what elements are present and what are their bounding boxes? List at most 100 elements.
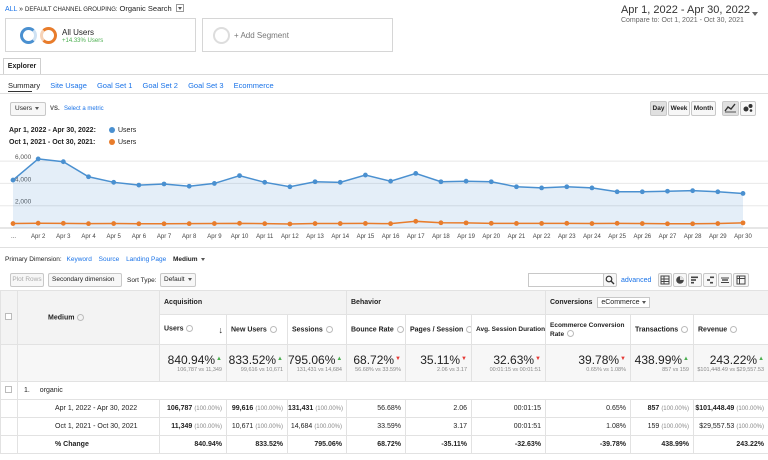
table-search-button[interactable] [603,273,617,287]
data-point [715,221,721,226]
breadcrumb-all-link[interactable]: ALL [5,6,18,13]
select-metric-link[interactable]: Select a metric [64,106,104,112]
dim-keyword-link[interactable]: Keyword [66,256,92,263]
data-point [10,221,16,226]
segment-blue-circle-icon [20,27,37,44]
period-cell-value: 33.59% [377,423,401,430]
transactions-help-icon[interactable] [681,325,689,333]
add-segment-button[interactable]: + Add Segment [202,18,393,52]
col-conv-rate-header[interactable]: Ecommerce Conversion Rate [545,314,631,345]
row-checkbox-cell [0,381,18,400]
data-point [363,221,368,226]
col-avg-duration-header[interactable]: Avg. Session Duration [471,314,546,345]
select-all-checkbox[interactable] [5,313,12,320]
period-cell: 33.59% [346,417,406,436]
row-medium-link[interactable]: organic [39,387,63,394]
data-point [413,218,419,224]
col-revenue-header[interactable]: Revenue [692,314,768,345]
totals-cell: 438.99%857 vs 159 [630,344,694,382]
data-point [413,171,419,176]
dim-source-link[interactable]: Source [98,256,120,263]
table-search-input[interactable] [528,273,604,287]
col-sessions-header[interactable]: Sessions [287,314,347,345]
view-performance-button[interactable] [688,273,702,287]
sessions-help-icon[interactable] [325,325,333,333]
totals-sub: 0.65% vs 1.08% [586,366,626,373]
x-tick-label: Apr 22 [533,234,551,240]
subtab-goal-set-1[interactable]: Goal Set 1 [96,81,133,90]
subtab-ecommerce[interactable]: Ecommerce [233,81,274,90]
x-tick-label: Apr 28 [684,234,702,240]
motion-chart-button[interactable] [740,101,756,116]
period-cell: 99,616 (100.00%) [226,399,288,418]
medium-header[interactable]: Medium [17,290,160,345]
col-pages-session-header[interactable]: Pages / Session [405,314,472,345]
period-cell: 11,349 (100.00%) [159,417,227,436]
date-range-picker[interactable]: Apr 1, 2022 - Apr 30, 2022 Compare to: O… [621,4,750,24]
col-bounce-rate-header[interactable]: Bounce Rate [346,314,406,345]
primary-dimension-bar: Primary Dimension: Keyword Source Landin… [5,256,205,263]
view-table-button[interactable] [658,273,672,287]
subtab-goal-set-2[interactable]: Goal Set 2 [142,81,178,90]
data-point [111,179,117,185]
month-button[interactable]: Month [691,101,716,116]
x-tick-label: Apr 24 [583,234,601,240]
view-comparison-button[interactable] [703,273,717,287]
row-checkbox[interactable] [5,386,12,393]
dim-landing-link[interactable]: Landing Page [126,256,167,263]
view-pivot-button[interactable] [733,273,749,287]
data-point [186,183,192,189]
totals-sub: 106,787 vs 11,349 [177,366,222,373]
x-tick-label: Apr 11 [256,234,274,240]
conv-rate-help-icon[interactable] [567,330,575,338]
period-cell-value: 833.52% [255,441,283,448]
series-area [13,158,743,228]
date-range-caret-icon[interactable] [752,12,758,16]
data-point [60,159,66,165]
dim-medium-selected[interactable]: Medium [173,256,205,263]
col-transactions-header[interactable]: Transactions [630,314,694,345]
totals-value: 35.11% [407,353,471,367]
data-point [388,221,393,227]
col-users-header[interactable]: Users ↓ [159,314,227,345]
view-pie-button[interactable] [673,273,687,287]
data-point [10,177,16,183]
bounce-rate-help-icon[interactable] [396,325,404,333]
period-cell: 833.52% [226,435,288,454]
week-button[interactable]: Week [668,101,690,116]
line-chart-button[interactable] [722,101,739,116]
sort-desc-arrow-icon[interactable]: ↓ [218,324,224,335]
x-tick-label: Apr 8 [182,234,197,240]
subtab-site-usage[interactable]: Site Usage [50,81,87,90]
data-point [237,220,242,226]
segment-all-users[interactable]: All Users +14.33% Users [5,18,196,52]
data-table: Medium Acquisition Behavior Conversions … [0,290,768,454]
pages-session-help-icon[interactable] [466,325,471,333]
sort-type-select[interactable]: Default [160,273,196,287]
plot-rows-button[interactable]: Plot Rows [10,273,44,287]
day-button[interactable]: Day [650,101,667,116]
period-cell: 1.08% [545,417,631,436]
subtab-active-underline [8,91,32,92]
breadcrumb-dropdown-icon[interactable] [175,4,184,13]
period-cell-pct: (100.00%) [194,424,222,430]
subtab-summary[interactable]: Summary [8,81,41,90]
col-new-users-header[interactable]: New Users [226,314,288,345]
subtab-goal-set-3[interactable]: Goal Set 3 [188,81,224,90]
secondary-dimension-select[interactable]: Secondary dimension [48,273,122,293]
sort-type-caret-icon [187,277,192,281]
medium-help-icon[interactable] [77,313,85,321]
conversions-select[interactable]: eCommerce [597,297,651,308]
tab-explorer[interactable]: Explorer [3,58,41,74]
data-point [136,221,142,227]
pie-view-icon [676,276,684,284]
data-point [665,188,670,194]
revenue-help-icon[interactable] [730,325,738,333]
data-point [186,221,192,227]
users-help-icon[interactable] [186,324,194,332]
advanced-filter-link[interactable]: advanced [621,277,652,284]
view-term-cloud-button[interactable] [718,273,732,287]
new-users-help-icon[interactable] [269,325,277,333]
metric-select[interactable]: Users [10,102,46,116]
totals-cell: 32.63%00:01:15 vs 00:01:51 [471,344,546,382]
